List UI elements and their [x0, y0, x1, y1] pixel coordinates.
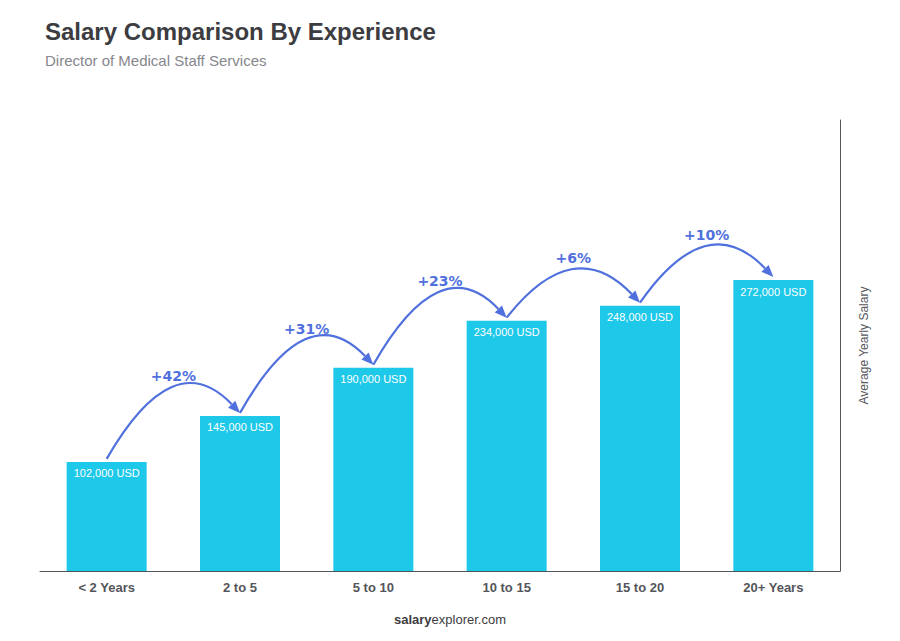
svg-text:+31%: +31% [284, 321, 329, 337]
svg-text:145,000 USD: 145,000 USD [207, 421, 273, 433]
svg-text:< 2 Years: < 2 Years [78, 580, 135, 595]
svg-text:234,000 USD: 234,000 USD [474, 326, 540, 338]
svg-text:102,000 USD: 102,000 USD [74, 467, 140, 479]
svg-text:Director of Medical Staff Serv: Director of Medical Staff Services [45, 52, 266, 69]
svg-text:Average Yearly Salary: Average Yearly Salary [857, 287, 871, 405]
svg-text:20+ Years: 20+ Years [743, 580, 803, 595]
svg-text:272,000 USD: 272,000 USD [740, 286, 806, 298]
svg-text:5 to 10: 5 to 10 [353, 580, 394, 595]
svg-text:explorer.com: explorer.com [432, 612, 506, 627]
svg-text:+42%: +42% [151, 368, 196, 384]
svg-text:2 to 5: 2 to 5 [223, 580, 257, 595]
svg-text:+10%: +10% [684, 227, 729, 243]
svg-text:10 to 15: 10 to 15 [482, 580, 530, 595]
svg-text:15 to 20: 15 to 20 [616, 580, 664, 595]
svg-text:salary: salary [394, 612, 432, 627]
svg-text:190,000 USD: 190,000 USD [340, 373, 406, 385]
svg-text:+6%: +6% [556, 250, 592, 266]
svg-text:+23%: +23% [417, 273, 462, 289]
svg-text:248,000 USD: 248,000 USD [607, 311, 673, 323]
svg-text:Salary Comparison By Experienc: Salary Comparison By Experience [45, 18, 436, 45]
